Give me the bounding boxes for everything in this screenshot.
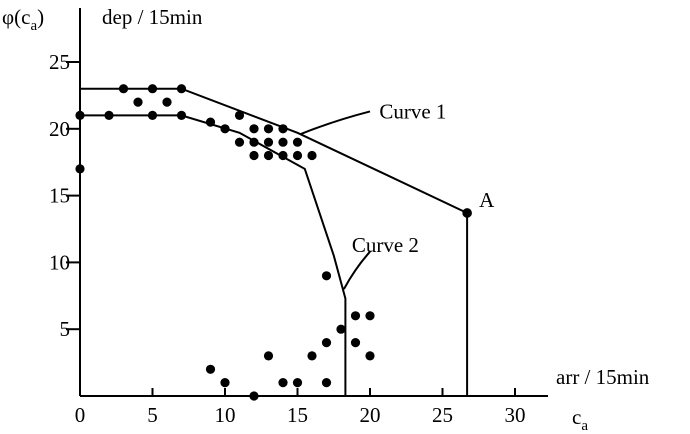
- data-point: [75, 110, 85, 120]
- x-tick-label: 0: [75, 403, 86, 427]
- axes: 0 5 10 15 20 25 30 5 10 15 20 25: [49, 8, 548, 427]
- data-point: [133, 97, 143, 107]
- data-point: [234, 110, 245, 120]
- data-point: [278, 378, 288, 388]
- data-point: [263, 351, 274, 361]
- data-point: [350, 311, 361, 321]
- data-point: [365, 351, 375, 361]
- curve-1-pointer: [300, 110, 371, 136]
- x-tick-label: 20: [360, 403, 381, 427]
- data-point: [162, 97, 172, 107]
- data-point: [104, 110, 114, 120]
- data-point: [307, 351, 317, 361]
- data-point: [147, 110, 158, 120]
- curve-1-line: [80, 87, 469, 396]
- x-tick-label: 25: [432, 403, 453, 427]
- y-axis-unit: dep / 15min: [102, 5, 203, 29]
- curve-1-label: Curve 1: [379, 99, 446, 123]
- x-tick-label: 15: [287, 403, 308, 427]
- data-point: [176, 84, 187, 94]
- data-point: [263, 137, 274, 147]
- data-point: [321, 271, 332, 281]
- data-point: [118, 84, 129, 94]
- data-point: [278, 137, 288, 147]
- x-tick-label: 5: [147, 403, 158, 427]
- point-a-marker: [462, 208, 472, 218]
- labels: φ(ca) dep / 15min arr / 15min ca Curve 1…: [2, 5, 650, 434]
- data-point: [292, 378, 303, 388]
- data-point: [263, 124, 274, 134]
- data-point: [292, 137, 303, 147]
- data-point: [220, 378, 230, 388]
- curve-2-pointer: [343, 251, 371, 290]
- y-tick-label: 10: [49, 250, 70, 274]
- data-point: [336, 324, 346, 334]
- y-tick-label: 25: [49, 50, 70, 74]
- curve-2-label: Curve 2: [352, 233, 419, 257]
- data-point: [321, 378, 332, 388]
- data-point: [307, 150, 317, 161]
- data-point: [249, 137, 259, 147]
- data-point: [249, 124, 259, 134]
- y-axis-label: φ(ca): [2, 5, 44, 34]
- y-tick-label: 15: [49, 184, 70, 208]
- data-point: [205, 117, 216, 127]
- data-point: [321, 338, 332, 348]
- data-point: [220, 124, 230, 134]
- x-axis-unit: arr / 15min: [556, 365, 650, 389]
- data-point: [278, 124, 288, 134]
- x-axis-label: ca: [572, 405, 588, 434]
- data-point: [75, 164, 85, 174]
- data-point: [176, 110, 187, 120]
- data-point: [249, 391, 259, 401]
- data-point: [205, 364, 216, 374]
- y-tick-label: 20: [49, 117, 70, 141]
- data-points: [75, 84, 472, 401]
- curve-2-line: [80, 114, 347, 396]
- data-point: [234, 137, 245, 147]
- data-point: [292, 150, 303, 161]
- data-point: [147, 84, 158, 94]
- x-tick-label: 10: [215, 403, 236, 427]
- data-point: [249, 150, 259, 161]
- data-point: [350, 338, 361, 348]
- point-a-label: A: [479, 188, 495, 212]
- data-point: [365, 311, 375, 321]
- data-point: [278, 150, 288, 161]
- data-point: [263, 150, 274, 161]
- x-tick-label: 30: [505, 403, 526, 427]
- y-tick-label: 5: [60, 317, 71, 341]
